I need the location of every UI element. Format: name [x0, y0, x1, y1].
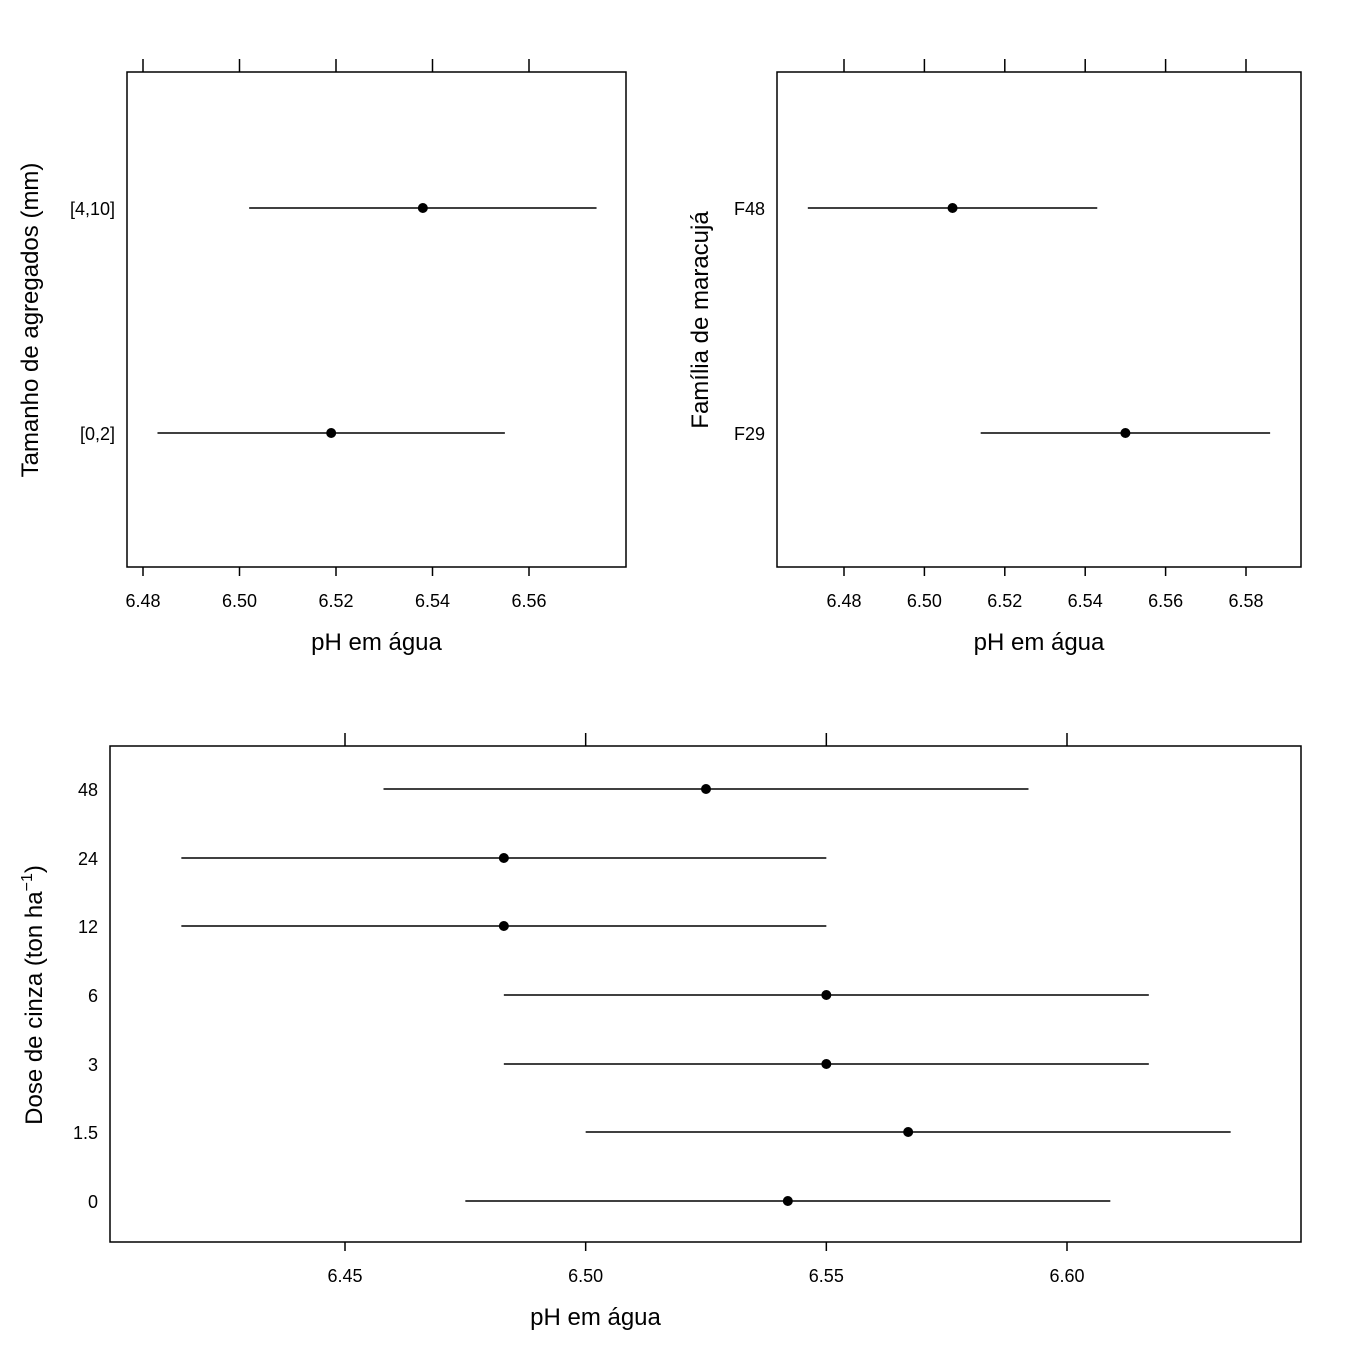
- y-tick-label: [0,2]: [80, 424, 115, 444]
- x-tick-label: 6.50: [568, 1266, 603, 1286]
- y-axis-label: Dose de cinza (ton ha−1): [19, 865, 48, 1125]
- x-tick-label: 6.60: [1049, 1266, 1084, 1286]
- y-tick-label: 6: [88, 986, 98, 1006]
- estimate-point: [821, 990, 832, 1000]
- y-tick-label: F29: [734, 424, 765, 444]
- x-tick-label: 6.58: [1228, 591, 1263, 611]
- y-tick-label: [4,10]: [70, 199, 115, 219]
- estimate-point: [947, 203, 958, 213]
- x-tick-label: 6.45: [327, 1266, 362, 1286]
- x-tick-label: 6.54: [1068, 591, 1103, 611]
- x-axis-label: pH em água: [530, 1304, 661, 1331]
- y-tick-label: 12: [78, 917, 98, 937]
- y-tick-label: F48: [734, 199, 765, 219]
- x-tick-label: 6.56: [1148, 591, 1183, 611]
- y-tick-label: 24: [78, 849, 98, 869]
- y-axis-label: Família de maracujá: [687, 211, 714, 429]
- x-tick-label: 6.55: [809, 1266, 844, 1286]
- plot-frame: [109, 745, 1302, 1243]
- y-axis-label: Tamanho de agregados (mm): [17, 163, 44, 478]
- x-tick-label: 6.54: [415, 591, 450, 611]
- plot-frame: [126, 71, 627, 568]
- x-tick-label: 6.50: [907, 591, 942, 611]
- panel-2: 6.48 6.50 6.52 6.54 6.56 6.58 F29 F48 pH em água…: [687, 59, 1302, 656]
- x-tick-label: 6.48: [826, 591, 861, 611]
- panel-3: 6.45 6.50 6.55 6.60 0 1.5 3 6 12 24 48 pH em água Do…: [19, 733, 1302, 1331]
- plot-frame: [776, 71, 1302, 568]
- estimate-point: [782, 1196, 793, 1206]
- panel-1: 6.48 6.50 6.52 6.54 6.56 [0,2] [4,10] pH em águ…: [17, 59, 627, 656]
- x-tick-label: 6.52: [318, 591, 353, 611]
- x-axis-label: pH em água: [974, 629, 1105, 656]
- x-tick-label: 6.56: [511, 591, 546, 611]
- x-tick-label: 6.52: [987, 591, 1022, 611]
- estimate-point: [701, 784, 711, 794]
- estimate-point: [417, 203, 428, 213]
- estimate-point: [326, 428, 337, 438]
- y-tick-label: 3: [88, 1055, 98, 1075]
- y-tick-label: 0: [88, 1192, 98, 1212]
- estimate-point: [498, 853, 509, 863]
- x-axis-label: pH em água: [311, 629, 442, 656]
- estimate-point: [903, 1127, 914, 1137]
- estimate-point: [498, 921, 509, 931]
- estimate-point: [821, 1059, 832, 1069]
- estimate-point: [1120, 428, 1131, 438]
- y-tick-label: 1.5: [73, 1123, 98, 1143]
- x-tick-label: 6.48: [125, 591, 160, 611]
- y-tick-label: 48: [78, 780, 98, 800]
- x-tick-label: 6.50: [222, 591, 257, 611]
